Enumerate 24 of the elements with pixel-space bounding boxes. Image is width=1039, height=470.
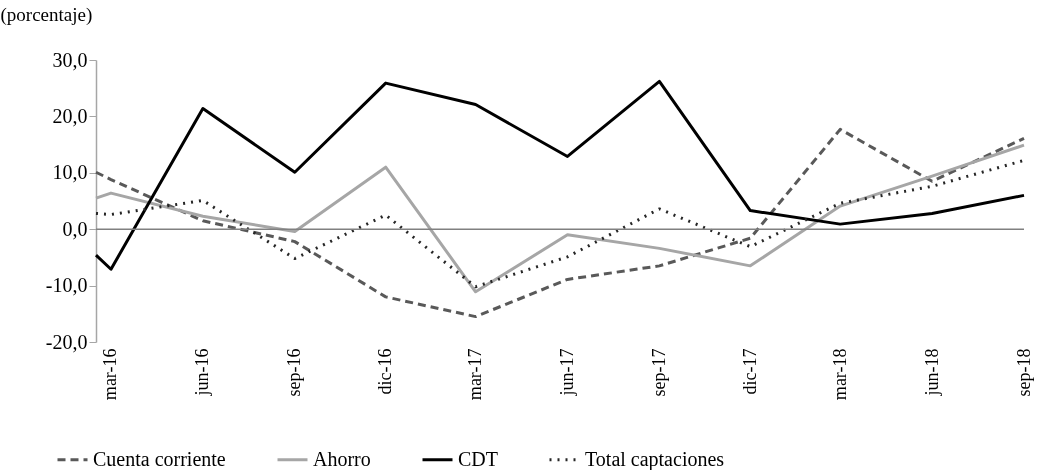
y-axis-title: (porcentaje) xyxy=(0,3,93,26)
line-series xyxy=(94,79,1026,271)
y-tick-label: 0,0 xyxy=(62,217,88,240)
x-tick-label: dic-17 xyxy=(739,348,760,395)
y-tick-label: -20,0 xyxy=(45,330,88,353)
x-tick-label: sep-16 xyxy=(284,348,305,397)
x-tick-label: sep-17 xyxy=(648,348,669,397)
legend-label: Ahorro xyxy=(313,447,371,470)
legend-label: CDT xyxy=(458,447,498,470)
x-tick-label: mar-18 xyxy=(829,348,850,401)
x-tick-label: mar-17 xyxy=(465,348,486,401)
x-tick-label: jun-18 xyxy=(921,348,942,397)
y-tick-label: -10,0 xyxy=(45,274,88,297)
x-tick-label: jun-17 xyxy=(556,348,577,397)
y-tick-label: 10,0 xyxy=(52,161,88,184)
y-tick-label: 20,0 xyxy=(52,104,88,127)
x-tick-label: mar-16 xyxy=(100,348,121,401)
x-tick-label: jun-16 xyxy=(192,348,213,397)
x-tick-label: sep-18 xyxy=(1013,348,1034,397)
y-tick-label: 30,0 xyxy=(52,48,88,71)
x-tick-label: dic-16 xyxy=(375,348,396,395)
line-series xyxy=(94,127,1026,319)
legend-label: Cuenta corriente xyxy=(93,447,226,470)
legend-label: Total captaciones xyxy=(585,447,725,470)
